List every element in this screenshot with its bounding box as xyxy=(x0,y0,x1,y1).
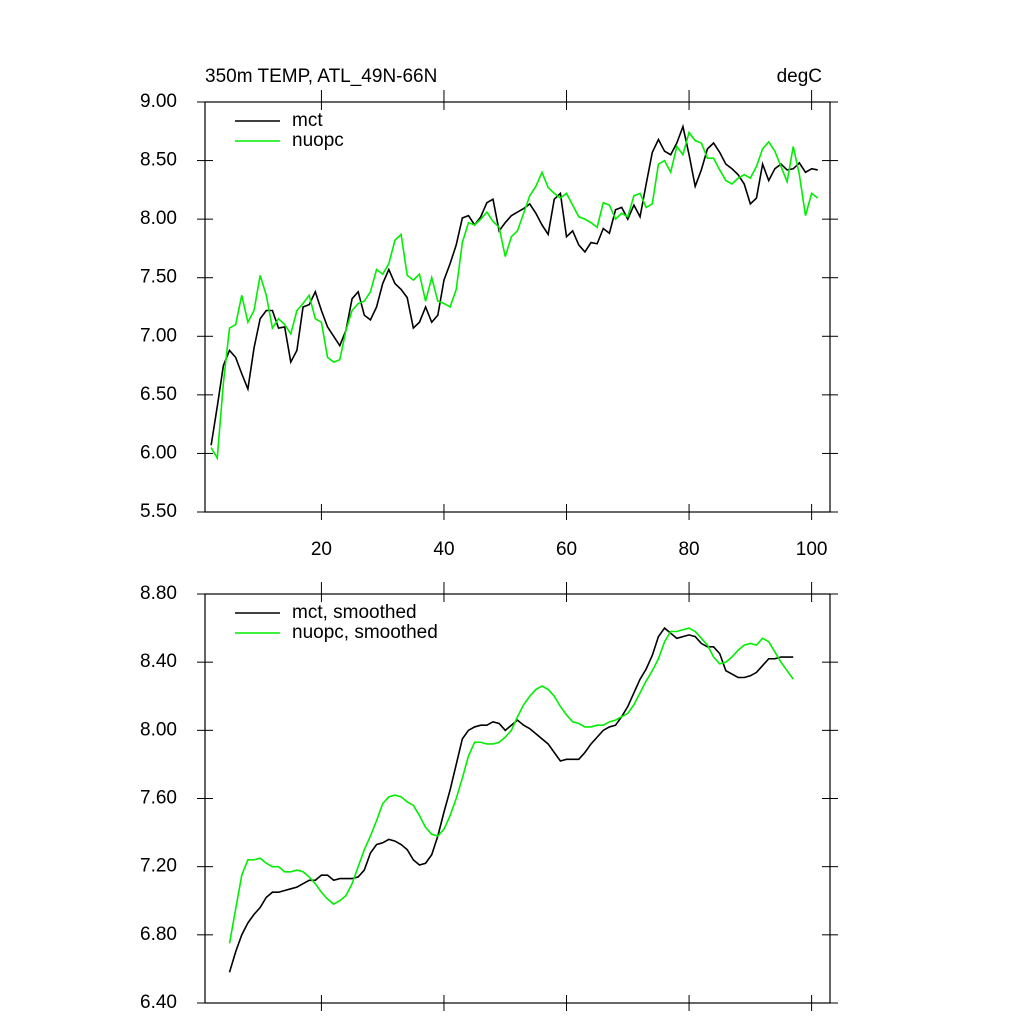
y-tick-label: 9.00 xyxy=(140,91,177,112)
y-tick-label: 7.50 xyxy=(140,267,177,288)
plot-frame xyxy=(204,101,831,513)
series-line xyxy=(228,626,794,973)
y-tick-label: 6.50 xyxy=(140,384,177,405)
x-tick-label: 100 xyxy=(796,539,828,560)
y-tick-label: 7.00 xyxy=(140,325,177,346)
legend-label: nuopc, smoothed xyxy=(292,622,438,643)
y-tick-label: 7.20 xyxy=(140,856,177,877)
x-tick-label: 20 xyxy=(311,539,332,560)
y-tick-label: 6.00 xyxy=(140,442,177,463)
series-line xyxy=(228,627,794,944)
y-tick-label: 8.50 xyxy=(140,150,177,171)
x-tick-label: 40 xyxy=(433,539,454,560)
series-line xyxy=(210,130,819,461)
y-tick-label: 8.00 xyxy=(140,208,177,229)
chart-title: 350m TEMP, ATL_49N-66N xyxy=(205,66,437,87)
y-tick-label: 8.80 xyxy=(140,583,177,604)
x-tick-label: 80 xyxy=(678,539,699,560)
y-tick-label: 6.40 xyxy=(140,992,177,1013)
legend-label: mct xyxy=(292,110,323,131)
x-tick-label: 60 xyxy=(556,539,577,560)
series-line xyxy=(210,123,818,446)
units-label: degC xyxy=(777,66,822,87)
legend-label: nuopc xyxy=(292,130,344,151)
legend-label: mct, smoothed xyxy=(292,602,417,623)
y-tick-label: 6.80 xyxy=(140,924,177,945)
y-tick-label: 8.00 xyxy=(140,719,177,740)
plot-frame xyxy=(204,593,831,1004)
y-tick-label: 5.50 xyxy=(140,501,177,522)
y-tick-label: 8.40 xyxy=(140,651,177,672)
y-tick-label: 7.60 xyxy=(140,788,177,809)
